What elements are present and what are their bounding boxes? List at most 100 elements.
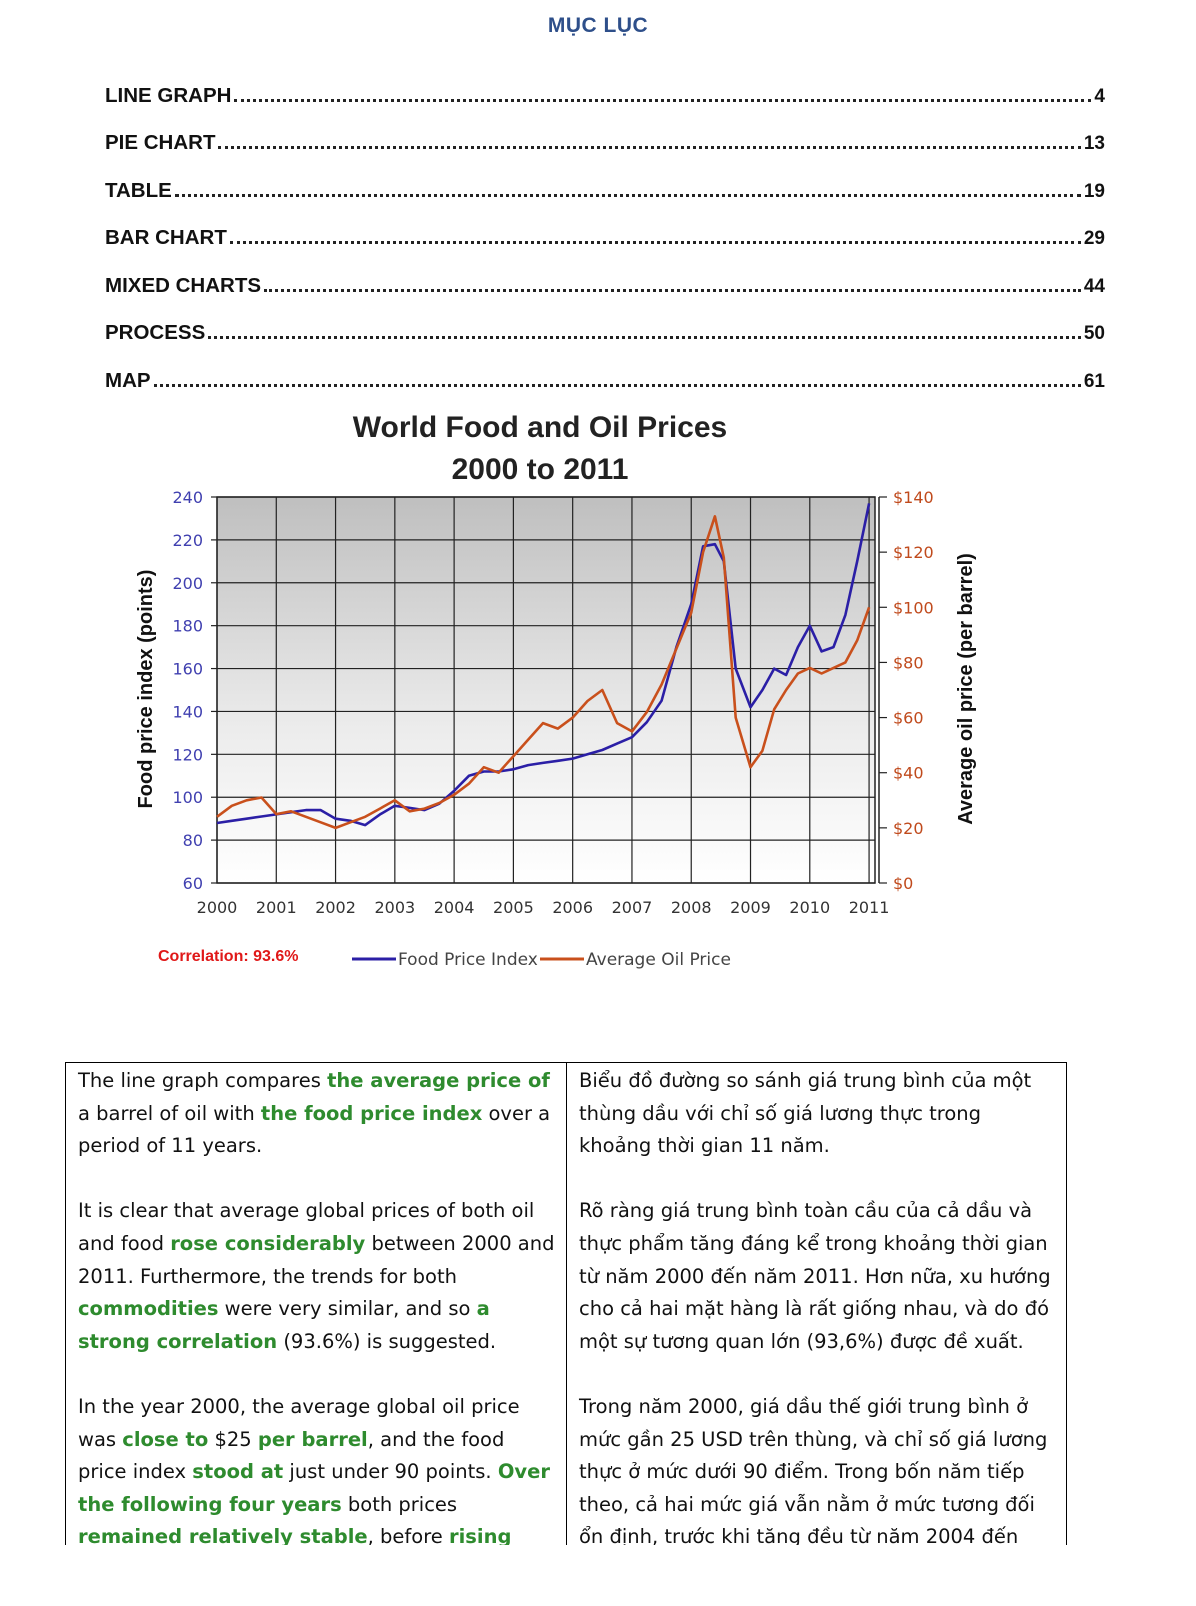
highlighted-phrase: the average price of — [327, 1069, 550, 1092]
y2-tick-label: $140 — [893, 488, 934, 507]
plot-area — [217, 497, 875, 883]
toc-item[interactable]: PROCESS 50 — [105, 298, 1105, 346]
y2-tick-label: $40 — [893, 764, 924, 783]
toc-item[interactable]: MAP 61 — [105, 345, 1105, 393]
text-segment: over a period of 11 years. — [78, 1101, 551, 1158]
y-tick-label: 80 — [183, 831, 203, 850]
y-tick-label: 120 — [172, 745, 203, 764]
x-tick-label: 2009 — [730, 898, 771, 917]
toc-item[interactable]: LINE GRAPH 4 — [105, 60, 1105, 108]
vi-paragraph-3: Trong năm 2000, giá dầu thế giới trung b… — [579, 1394, 1048, 1545]
toc-item-label: PROCESS — [105, 321, 206, 344]
vietnamese-column: Biểu đồ đường so sánh giá trung bình của… — [566, 1063, 1066, 1545]
chart-title: World Food and Oil Prices — [353, 411, 728, 444]
text-segment: between 2000 and 2011. Furthermore, the … — [78, 1231, 555, 1288]
toc-item-page: 50 — [1083, 323, 1105, 344]
highlighted-phrase: a strong correlation — [78, 1297, 490, 1353]
x-tick-label: 2002 — [315, 898, 356, 917]
text-segment: just under 90 points. — [283, 1460, 498, 1484]
highlighted-phrase: the food price index — [260, 1101, 483, 1125]
highlighted-phrase: rising steadily — [448, 1525, 512, 1545]
vi-paragraph-1: Biểu đồ đường so sánh giá trung bình của… — [579, 1069, 1032, 1158]
y2-tick-label: $80 — [893, 653, 924, 672]
toc-leader-dots — [218, 146, 1081, 149]
toc-item[interactable]: BAR CHART 29 — [105, 203, 1105, 251]
toc-leader-dots — [234, 98, 1092, 102]
y2-tick-label: $100 — [893, 598, 934, 617]
x-tick-label: 2010 — [789, 898, 830, 917]
x-tick-label: 2003 — [374, 898, 415, 917]
toc-leader-dots — [264, 288, 1081, 292]
toc-leader-dots — [208, 336, 1081, 339]
en-paragraph-3: In the year 2000, the average global oil… — [78, 1391, 556, 1545]
y2-axis-label: Average oil price (per barrel) — [955, 553, 977, 825]
series-lines — [216, 503, 871, 830]
y2-tick-label: $20 — [893, 819, 924, 838]
legend: Food Price Index Average Oil Price — [352, 950, 731, 970]
toc-item[interactable]: PIE CHART 13 — [105, 108, 1105, 156]
toc-leader-dots — [153, 383, 1081, 387]
highlighted-phrase: close to — [122, 1427, 209, 1451]
highlighted-phrase: remained relatively stable — [78, 1525, 368, 1545]
text-segment: It is clear that average global prices o… — [78, 1199, 535, 1255]
en-paragraph-2: It is clear that average global prices o… — [78, 1195, 556, 1358]
text-segment: (93.6%) is suggested. — [277, 1329, 497, 1353]
toc-leader-dots — [229, 241, 1081, 244]
text-segment: The line graph compares — [78, 1069, 328, 1092]
y-tick-label: 220 — [172, 531, 203, 550]
y2-tick-label: $0 — [893, 874, 913, 893]
x-tick-label: 2007 — [612, 898, 653, 917]
toc-item-page: 19 — [1083, 180, 1105, 202]
toc-item-page: 13 — [1083, 133, 1105, 154]
chart-svg: World Food and Oil Prices 2000 to 2011 2… — [135, 411, 977, 970]
x-tick-label: 2000 — [197, 898, 238, 917]
y-tick-label: 140 — [172, 702, 203, 721]
legend-label: Food Price Index — [398, 950, 538, 970]
toc-item-label: LINE GRAPH — [105, 83, 232, 107]
bilingual-text-table: The line graph compares the average pric… — [65, 1062, 1067, 1545]
y-tick-label: 100 — [172, 788, 203, 807]
y2-tick-label: $60 — [893, 709, 924, 728]
average-oil-price-line — [216, 515, 871, 830]
line-chart: World Food and Oil Prices 2000 to 2011 2… — [120, 405, 1040, 1005]
text-segment: a barrel of oil with — [78, 1101, 261, 1125]
toc-title: MỤC LỤC — [547, 14, 649, 37]
toc-item[interactable]: TABLE 19 — [105, 155, 1105, 203]
x-tick-label: 2006 — [552, 898, 593, 917]
toc-item-page: 44 — [1083, 275, 1105, 297]
table-of-contents: LINE GRAPH 4 PIE CHART 13 TABLE 19 BAR CHART 29… — [105, 60, 1105, 393]
x-tick-label: 2005 — [493, 898, 534, 917]
highlighted-phrase: Over the following four years — [78, 1460, 550, 1516]
english-column: The line graph compares the average pric… — [66, 1063, 566, 1545]
toc-item-label: MIXED CHARTS — [105, 273, 262, 297]
x-tick-label: 2001 — [256, 898, 297, 917]
highlighted-phrase: stood at — [192, 1460, 284, 1484]
highlighted-phrase: rose considerably — [170, 1231, 366, 1255]
highlighted-phrase: per barrel — [257, 1427, 368, 1451]
food-price-index-line — [216, 503, 871, 827]
y-tick-label: 180 — [172, 617, 203, 636]
x-tick-label: 2008 — [671, 898, 712, 917]
vi-paragraph-2: Rõ ràng giá trung bình toàn cầu của cả d… — [579, 1199, 1051, 1353]
correlation-annotation: Correlation: 93.6% — [158, 948, 298, 965]
toc-item-page: 4 — [1094, 85, 1105, 107]
toc-item-page: 61 — [1083, 370, 1105, 392]
text-segment: , before — [367, 1525, 449, 1545]
text-segment: both prices — [341, 1492, 458, 1516]
y-tick-label: 200 — [172, 574, 203, 593]
y-tick-label: 60 — [183, 874, 203, 893]
y-tick-label: 240 — [172, 488, 203, 507]
en-paragraph-1: The line graph compares the average pric… — [78, 1065, 556, 1163]
toc-item-label: MAP — [105, 368, 151, 392]
axes: 2000 2001 2002 2003 2004 2005 2006 2007 2008 2009… — [172, 488, 933, 917]
plot-border — [216, 496, 876, 884]
text-segment: , and the food price index — [78, 1427, 505, 1484]
y-tick-label: 160 — [172, 660, 203, 679]
legend-label: Average Oil Price — [586, 950, 731, 970]
x-tick-label: 2011 — [849, 898, 890, 917]
text-segment: $25 — [208, 1427, 258, 1451]
chart-subtitle: 2000 to 2011 — [452, 453, 629, 486]
toc-item-page: 29 — [1083, 228, 1105, 249]
toc-item-label: BAR CHART — [105, 226, 227, 249]
toc-item[interactable]: MIXED CHARTS 44 — [105, 250, 1105, 298]
